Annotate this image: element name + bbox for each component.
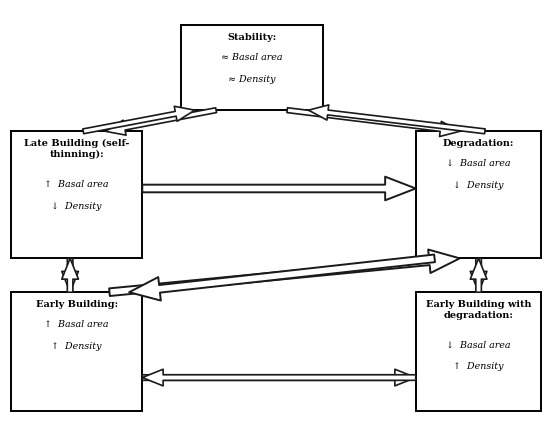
Text: Degradation:: Degradation:: [443, 139, 514, 148]
FancyArrowPatch shape: [129, 254, 435, 301]
Bar: [11, 292, 142, 411]
Text: ↓  Basal area: ↓ Basal area: [446, 159, 511, 168]
Text: Early Building with
degradation:: Early Building with degradation:: [426, 300, 531, 320]
Text: ↑  Basal area: ↑ Basal area: [45, 320, 109, 329]
Text: Stability:: Stability:: [227, 33, 276, 42]
Text: Late Building (self-
thinning):: Late Building (self- thinning):: [24, 139, 129, 159]
FancyArrowPatch shape: [470, 258, 487, 292]
FancyArrowPatch shape: [109, 250, 460, 296]
Bar: [181, 25, 323, 110]
FancyArrowPatch shape: [142, 369, 416, 386]
FancyArrowPatch shape: [309, 105, 485, 134]
Text: ↓  Density: ↓ Density: [51, 202, 102, 211]
FancyArrowPatch shape: [142, 177, 416, 200]
FancyArrowPatch shape: [105, 108, 217, 135]
FancyArrowPatch shape: [62, 258, 79, 292]
Bar: [11, 131, 142, 258]
FancyArrowPatch shape: [287, 108, 460, 137]
FancyArrowPatch shape: [142, 369, 416, 386]
Text: ↓  Basal area: ↓ Basal area: [446, 340, 511, 349]
Text: ↑  Basal area: ↑ Basal area: [45, 180, 109, 189]
Text: ≈ Basal area: ≈ Basal area: [221, 54, 282, 63]
Text: ↓  Density: ↓ Density: [453, 181, 504, 190]
Bar: [416, 292, 541, 411]
FancyArrowPatch shape: [470, 258, 487, 292]
FancyArrowPatch shape: [83, 106, 195, 134]
Bar: [416, 131, 541, 258]
Text: Early Building:: Early Building:: [36, 300, 118, 309]
Text: ≈ Density: ≈ Density: [228, 76, 276, 84]
Text: ↑  Density: ↑ Density: [51, 342, 102, 351]
Text: ↑  Density: ↑ Density: [453, 362, 504, 372]
FancyArrowPatch shape: [62, 258, 79, 292]
